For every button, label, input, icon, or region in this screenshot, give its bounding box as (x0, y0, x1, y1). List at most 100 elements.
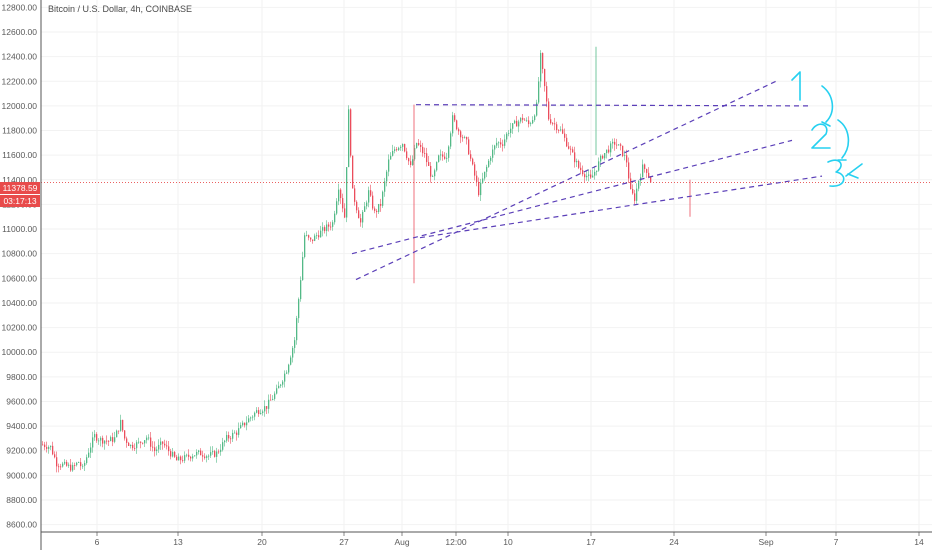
candle-body (200, 450, 202, 456)
candle-body (358, 210, 360, 219)
candle-body (362, 211, 364, 223)
candle-body (82, 465, 84, 467)
candle-body (394, 149, 396, 151)
candle-body (650, 177, 652, 183)
candle-body (318, 235, 320, 238)
trend-lines (351, 80, 823, 281)
x-tick-label: 27 (339, 537, 349, 547)
y-tick-label: 10800.00 (2, 249, 38, 259)
candle-body (528, 120, 530, 125)
candle-body (530, 123, 532, 125)
arrow-three (845, 163, 863, 179)
candle-body (546, 86, 548, 102)
y-tick-label: 10200.00 (2, 323, 38, 333)
candle-body (224, 440, 226, 443)
candle-body (146, 437, 148, 441)
candle-body (330, 226, 332, 228)
candle-body (356, 201, 358, 211)
candle-body (598, 161, 600, 171)
candle-body (64, 461, 66, 464)
y-tick-label: 8600.00 (6, 520, 37, 530)
candle-body (248, 418, 250, 423)
candle-body (68, 464, 70, 466)
candle-body (92, 437, 94, 448)
candle-body (168, 446, 170, 452)
candle-body (508, 132, 510, 134)
x-tick-label: Sep (758, 537, 773, 547)
candle-body (296, 318, 298, 341)
candle-body (402, 144, 404, 147)
y-tick-label: 11000.00 (2, 224, 37, 234)
candle-body (106, 440, 108, 442)
candle-body (366, 202, 368, 207)
candle-body (160, 441, 162, 445)
candle-body (216, 451, 218, 457)
candle-body (620, 144, 622, 146)
candle-body (86, 457, 88, 464)
y-tick-label: 12400.00 (2, 52, 38, 62)
candle-body (228, 434, 230, 439)
candle-body (272, 398, 274, 400)
candle-body (614, 141, 616, 145)
candle-body (400, 146, 402, 148)
candle-body (560, 129, 562, 131)
candle-body (472, 158, 474, 165)
handwritten-annotations (791, 71, 863, 187)
candle-body (210, 452, 212, 456)
candle-body (372, 195, 374, 209)
candle-body (388, 159, 390, 172)
candle-body (222, 442, 224, 450)
candle-body (628, 162, 630, 179)
candle-body (370, 190, 372, 196)
candle-body (486, 166, 488, 172)
handwritten-two (811, 123, 831, 149)
candle-body (84, 463, 86, 466)
candle-body (76, 462, 78, 466)
candle-body (458, 129, 460, 132)
candle-body (500, 142, 502, 145)
candle-body (574, 152, 576, 163)
candle-body (172, 452, 174, 457)
candle-body (246, 422, 248, 426)
candle-body (212, 451, 214, 453)
candle-body (48, 447, 50, 449)
candle-body (204, 456, 206, 458)
candle-body (192, 456, 194, 459)
candle-body (622, 145, 624, 157)
handwritten-three (827, 159, 845, 187)
x-tick-label: 24 (669, 537, 679, 547)
candle-body (592, 175, 594, 178)
candle-body (492, 149, 494, 158)
candle-body (150, 437, 152, 447)
candle-body (418, 142, 420, 145)
candle-body (450, 133, 452, 147)
candle-body (442, 154, 444, 157)
candle-body (544, 68, 546, 87)
candle-body (314, 235, 316, 241)
y-tick-label: 9600.00 (6, 396, 37, 406)
candle-body (120, 419, 122, 431)
candle-body (130, 444, 132, 447)
candle-body (154, 447, 156, 452)
candle-body (46, 447, 48, 449)
candle-body (510, 128, 512, 133)
candle-body (80, 462, 82, 467)
candle-body (578, 160, 580, 168)
candle-body (632, 189, 634, 194)
candle-body (280, 384, 282, 386)
candle-body (244, 422, 246, 426)
candle-body (102, 437, 104, 444)
y-tick-label: 12800.00 (2, 2, 38, 12)
candle-body (214, 451, 216, 457)
candle-body (236, 432, 238, 435)
candle-body (116, 430, 118, 438)
candle-body (604, 153, 606, 159)
candle-body (406, 151, 408, 159)
candle-body (642, 164, 644, 178)
candle-body (568, 146, 570, 149)
candle-body (162, 441, 164, 444)
grid (41, 0, 932, 532)
candle-body (630, 178, 632, 190)
